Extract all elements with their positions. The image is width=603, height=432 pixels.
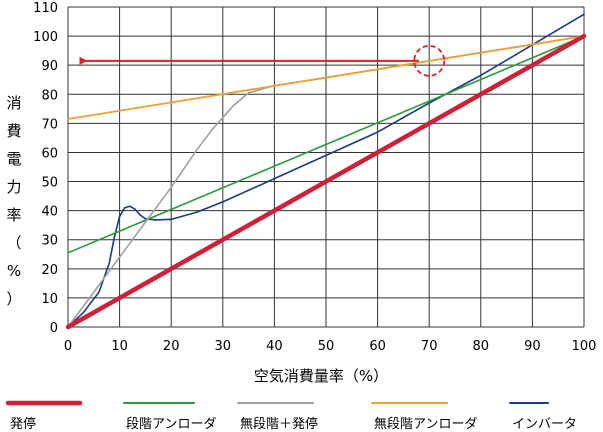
series-lines — [65, 13, 587, 330]
series-line-1 — [67, 35, 585, 254]
legend-label: インバータ — [512, 417, 577, 432]
y-tick-label: 60 — [41, 146, 58, 161]
y-tick-label: 0 — [50, 321, 58, 336]
y-tick-label: 70 — [41, 117, 58, 132]
y-tick-label: 30 — [41, 234, 58, 249]
annotation-circle — [413, 44, 446, 77]
y-tick-label: 90 — [41, 59, 58, 74]
legend: 発停 段階アンローダ 無段階＋発停 無段階アンローダ インバータ — [5, 400, 577, 432]
legend-label: 発停 — [10, 416, 36, 432]
y-tick-label: 10 — [41, 292, 58, 307]
x-tick-label: 90 — [524, 339, 541, 354]
y-axis-title-char: （ — [6, 234, 21, 252]
legend-label: 無段階アンローダ — [374, 417, 477, 432]
x-tick-label: 0 — [64, 339, 72, 354]
legend-label: 段階アンローダ — [126, 417, 216, 432]
series-line-0 — [65, 33, 587, 330]
y-tick-label: 50 — [41, 176, 58, 191]
x-tick-label: 100 — [572, 339, 597, 354]
y-axis-title-char: 率 — [6, 206, 21, 224]
y-axis-title-char: 電 — [6, 150, 21, 168]
x-tick-label: 70 — [421, 339, 438, 354]
x-tick-label: 80 — [473, 339, 490, 354]
y-tick-label: 40 — [41, 205, 58, 220]
y-tick-label: 110 — [33, 1, 58, 16]
x-tick-label: 50 — [318, 339, 335, 354]
y-axis-title-char: 消 — [6, 94, 21, 112]
grid — [67, 6, 585, 328]
x-tick-label: 20 — [163, 339, 180, 354]
y-tick-label: 100 — [33, 30, 58, 45]
annotations — [79, 44, 446, 77]
x-tick-label: 10 — [111, 339, 128, 354]
y-tick-labels: 0 10 20 30 40 50 60 70 80 90 100 110 — [33, 1, 58, 336]
y-axis-title-char: % — [7, 262, 21, 280]
x-tick-label: 30 — [215, 339, 232, 354]
y-tick-label: 20 — [41, 263, 58, 278]
x-tick-label: 60 — [369, 339, 386, 354]
y-axis-title-char: 力 — [6, 178, 21, 196]
y-axis-title-char: ） — [6, 290, 21, 308]
y-axis-title-char: 費 — [6, 122, 21, 140]
x-tick-labels: 0 10 20 30 40 50 60 70 80 90 100 — [64, 339, 597, 354]
x-axis-title: 空気消費量率（%） — [254, 367, 388, 385]
legend-label: 無段階＋発停 — [240, 416, 318, 432]
series-line-3 — [67, 35, 585, 120]
series-line-4 — [67, 13, 585, 328]
y-tick-label: 80 — [41, 88, 58, 103]
x-tick-label: 40 — [266, 339, 283, 354]
